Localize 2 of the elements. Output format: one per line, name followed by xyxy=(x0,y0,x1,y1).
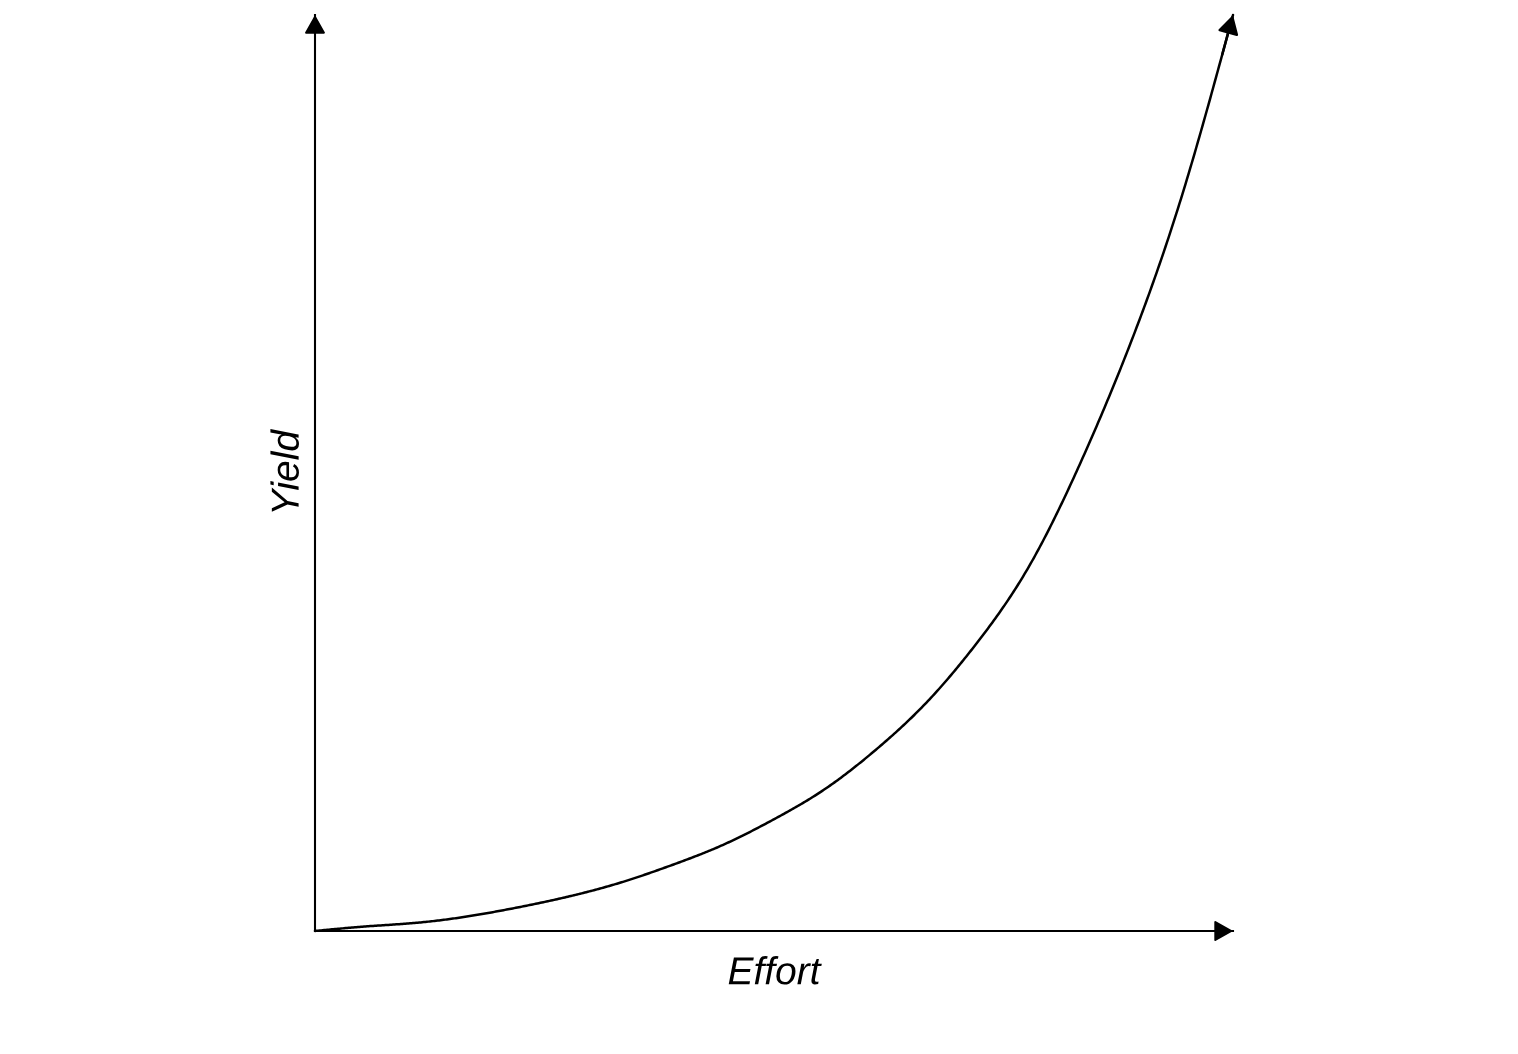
x-axis-title: Effort xyxy=(728,956,822,985)
y-axis-title: Yield xyxy=(270,429,299,512)
